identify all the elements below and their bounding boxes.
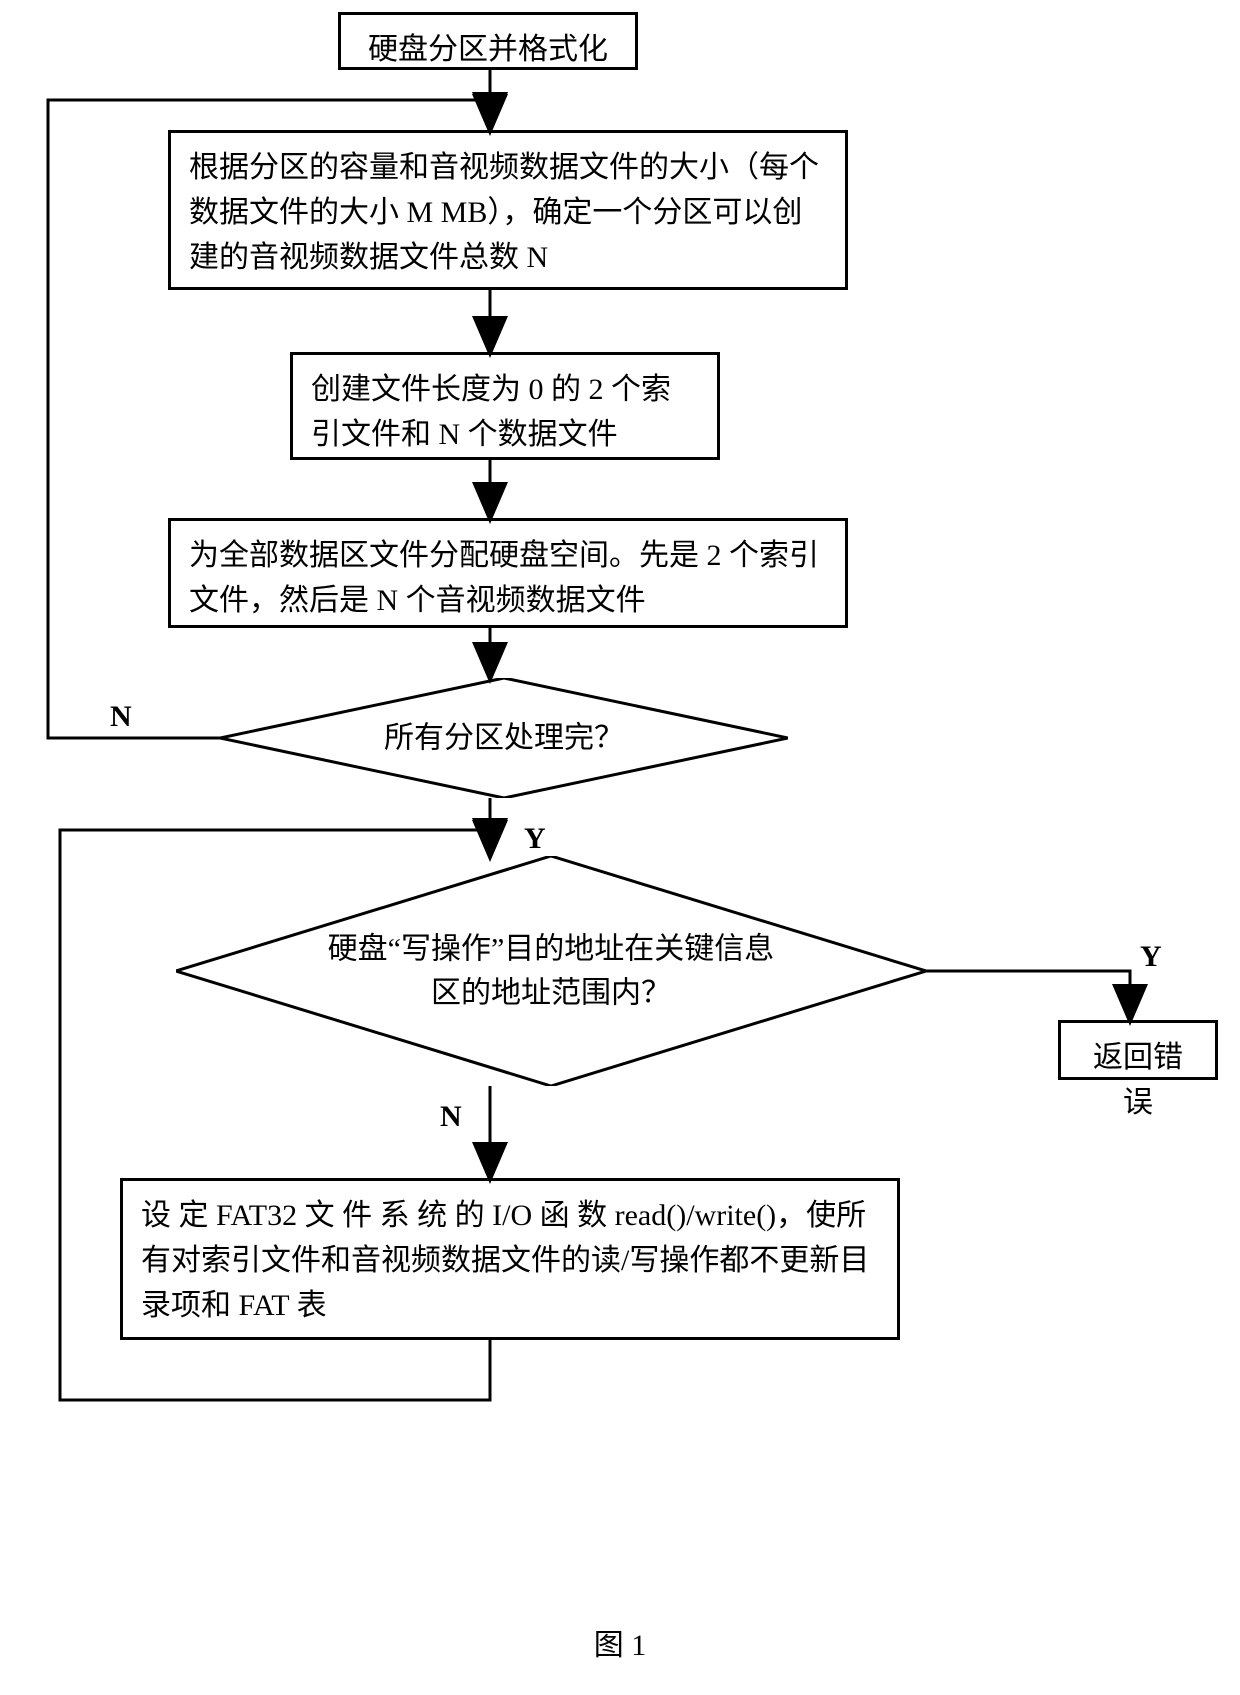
node-create-files: 创建文件长度为 0 的 2 个索引文件和 N 个数据文件: [290, 352, 720, 460]
decision-text: 硬盘“写操作”目的地址在关键信息区的地址范围内？: [319, 928, 784, 1015]
label-d1-yes: Y: [524, 822, 546, 856]
node-return-error: 返回错误: [1058, 1020, 1218, 1080]
label-d2-no: N: [440, 1100, 462, 1134]
node-text: 根据分区的容量和音视频数据文件的大小（每个数据文件的大小 M MB），确定一个分…: [189, 151, 819, 274]
label-d1-no: N: [110, 700, 132, 734]
node-text: 创建文件长度为 0 的 2 个索引文件和 N 个数据文件: [311, 373, 671, 451]
decision-all-partitions: 所有分区处理完？: [220, 678, 788, 798]
node-text: 返回错误: [1093, 1041, 1183, 1119]
flowchart-container: 硬盘分区并格式化 根据分区的容量和音视频数据文件的大小（每个数据文件的大小 M …: [0, 0, 1240, 1695]
node-determine-n: 根据分区的容量和音视频数据文件的大小（每个数据文件的大小 M MB），确定一个分…: [168, 130, 848, 290]
node-allocate-space: 为全部数据区文件分配硬盘空间。先是 2 个索引文件，然后是 N 个音视频数据文件: [168, 518, 848, 628]
node-text: 设 定 FAT32 文 件 系 统 的 I/O 函 数 read()/write…: [141, 1199, 869, 1322]
label-d2-yes: Y: [1140, 940, 1162, 974]
node-set-io: 设 定 FAT32 文 件 系 统 的 I/O 函 数 read()/write…: [120, 1178, 900, 1340]
decision-text: 所有分区处理完？: [305, 716, 703, 760]
figure-caption: 图 1: [560, 1620, 680, 1664]
node-text: 为全部数据区文件分配硬盘空间。先是 2 个索引文件，然后是 N 个音视频数据文件: [189, 539, 819, 617]
node-text: 硬盘分区并格式化: [368, 33, 608, 66]
decision-write-address: 硬盘“写操作”目的地址在关键信息区的地址范围内？: [176, 856, 926, 1086]
node-partition-format: 硬盘分区并格式化: [338, 12, 638, 70]
